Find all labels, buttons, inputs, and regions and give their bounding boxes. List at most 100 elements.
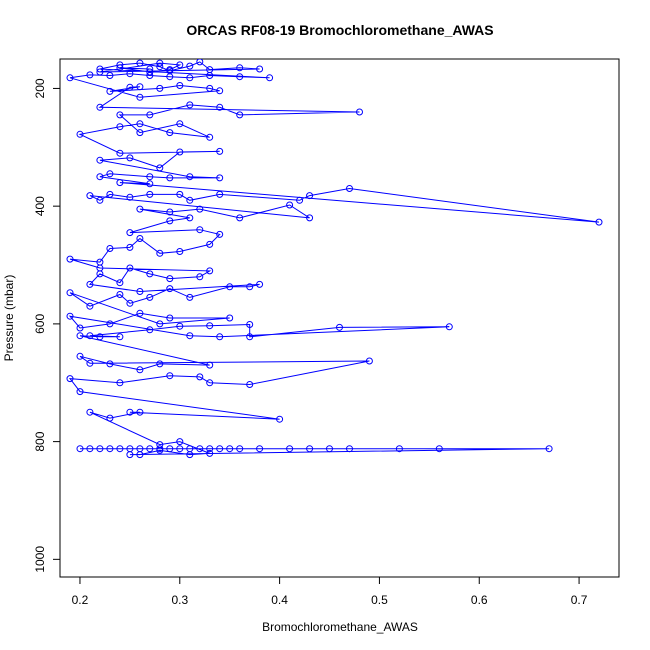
data-point bbox=[206, 445, 214, 453]
data-point bbox=[246, 283, 254, 291]
data-point bbox=[166, 285, 174, 293]
data-point bbox=[136, 408, 144, 416]
data-point bbox=[166, 66, 174, 74]
data-point bbox=[176, 438, 184, 446]
data-point bbox=[66, 74, 74, 82]
x-tick-label: 0.2 bbox=[72, 593, 89, 607]
data-point bbox=[126, 154, 134, 162]
data-point bbox=[445, 323, 453, 331]
data-point bbox=[206, 84, 214, 92]
x-axis: 0.2 0.3 0.4 0.5 0.6 0.7 bbox=[72, 577, 588, 607]
data-point bbox=[306, 445, 314, 453]
data-point bbox=[276, 415, 284, 423]
data-point bbox=[136, 83, 144, 91]
data-point bbox=[216, 190, 224, 198]
data-point bbox=[106, 190, 114, 198]
data-point bbox=[86, 408, 94, 416]
data-point bbox=[86, 302, 94, 310]
data-point bbox=[66, 312, 74, 320]
data-point bbox=[186, 173, 194, 181]
data-point bbox=[216, 230, 224, 238]
data-point bbox=[196, 445, 204, 453]
data-point bbox=[146, 180, 154, 188]
data-point bbox=[116, 111, 124, 119]
y-tick-label: 600 bbox=[33, 314, 47, 334]
data-point bbox=[146, 326, 154, 334]
data-point bbox=[76, 324, 84, 332]
data-point bbox=[435, 445, 443, 453]
data-point bbox=[106, 445, 114, 453]
data-point bbox=[86, 192, 94, 200]
data-point bbox=[236, 445, 244, 453]
data-point bbox=[356, 108, 363, 116]
data-point bbox=[196, 273, 204, 281]
data-point bbox=[126, 70, 134, 78]
data-point bbox=[216, 174, 224, 182]
x-tick-label: 0.3 bbox=[171, 593, 188, 607]
y-axis-label: Pressure (mbar) bbox=[2, 275, 16, 362]
data-point bbox=[156, 441, 164, 449]
data-point bbox=[286, 201, 294, 209]
data-point bbox=[126, 193, 134, 201]
data-point bbox=[256, 280, 264, 288]
data-point bbox=[346, 445, 353, 453]
data-point bbox=[196, 59, 204, 66]
data-point bbox=[146, 270, 154, 278]
data-point bbox=[186, 214, 194, 222]
data-point bbox=[326, 445, 333, 453]
data-point bbox=[216, 333, 224, 341]
data-point bbox=[156, 249, 164, 257]
data-point bbox=[166, 217, 174, 225]
data-point bbox=[176, 190, 184, 198]
data-point bbox=[106, 414, 114, 422]
data-point bbox=[176, 322, 184, 330]
data-point bbox=[176, 82, 184, 89]
data-point bbox=[66, 289, 74, 297]
data-point bbox=[286, 445, 294, 453]
plot-frame bbox=[59, 58, 620, 578]
y-tick-label: 800 bbox=[33, 431, 47, 451]
data-point bbox=[196, 226, 204, 234]
data-point bbox=[96, 103, 104, 111]
data-point bbox=[106, 72, 114, 79]
chart-title: ORCAS RF08-19 Bromochloromethane_AWAS bbox=[186, 22, 493, 38]
data-point bbox=[186, 101, 194, 109]
data-point bbox=[206, 361, 214, 369]
data-point bbox=[136, 59, 144, 67]
data-point bbox=[595, 218, 603, 226]
data-point bbox=[246, 381, 254, 388]
x-tick-label: 0.4 bbox=[271, 593, 288, 607]
data-point bbox=[256, 65, 264, 73]
data-point bbox=[66, 255, 74, 263]
data-point bbox=[126, 264, 134, 272]
data-point bbox=[96, 196, 104, 204]
data-point bbox=[206, 267, 214, 275]
data-point bbox=[136, 205, 144, 213]
data-point bbox=[76, 332, 84, 340]
data-point bbox=[156, 84, 164, 92]
data-point bbox=[96, 65, 104, 73]
data-point bbox=[116, 123, 124, 131]
y-tick-label: 400 bbox=[33, 196, 47, 216]
data-point bbox=[86, 71, 94, 79]
data-point bbox=[76, 352, 84, 360]
data-point bbox=[106, 245, 114, 252]
data-point bbox=[146, 173, 154, 181]
data-point bbox=[346, 185, 353, 192]
data-point bbox=[236, 111, 244, 119]
data-point bbox=[146, 190, 154, 198]
y-axis: 200 400 600 800 1000 bbox=[33, 78, 60, 573]
data-point bbox=[545, 445, 553, 453]
data-point bbox=[136, 288, 144, 295]
data-point bbox=[136, 366, 144, 374]
data-point bbox=[156, 360, 164, 368]
data-point bbox=[86, 359, 94, 367]
data-point bbox=[186, 451, 194, 459]
data-point bbox=[176, 120, 184, 128]
data-point bbox=[116, 291, 124, 298]
data-point bbox=[206, 322, 214, 330]
data-point bbox=[96, 156, 104, 164]
data-point bbox=[116, 279, 124, 287]
data-point bbox=[216, 445, 224, 453]
